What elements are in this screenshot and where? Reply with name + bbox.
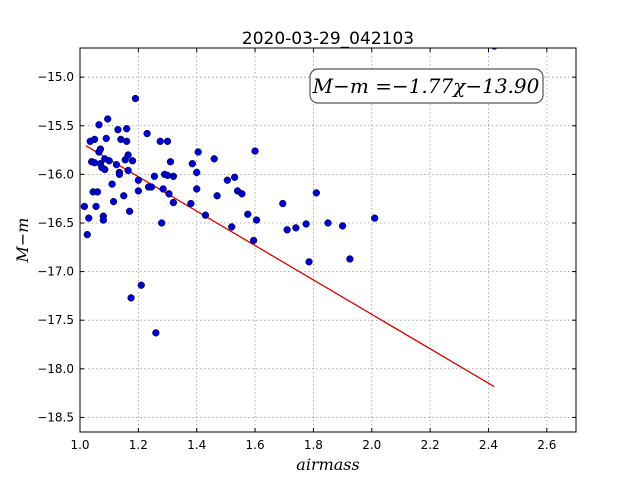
- data-point: [95, 121, 103, 129]
- x-tick-label: 2.6: [537, 438, 556, 452]
- x-tick-label: 2.0: [362, 438, 381, 452]
- data-point: [124, 151, 132, 159]
- data-point: [194, 148, 202, 156]
- data-point: [193, 168, 201, 177]
- y-tick-label: −18.0: [37, 362, 74, 376]
- y-tick-label: −16.0: [37, 167, 74, 181]
- x-tick-label: 1.4: [187, 438, 206, 452]
- plot-frame: [79, 47, 577, 433]
- data-point: [169, 198, 178, 207]
- data-point: [80, 202, 89, 211]
- data-point: [109, 197, 118, 206]
- data-point: [152, 329, 160, 337]
- data-point: [120, 192, 128, 200]
- data-point: [324, 219, 332, 227]
- fit-equation: M−m =−1.77χ−13.90: [312, 74, 540, 98]
- data-point: [283, 226, 291, 234]
- x-tick-label: 1.6: [246, 438, 265, 452]
- data-point: [108, 180, 116, 188]
- y-axis-label: M−m: [13, 218, 32, 264]
- data-point: [131, 94, 140, 103]
- data-point: [244, 210, 252, 218]
- data-point: [92, 202, 100, 211]
- data-point: [166, 158, 175, 166]
- data-point: [147, 183, 156, 191]
- data-point: [302, 220, 310, 228]
- data-point: [158, 219, 166, 227]
- data-point: [96, 145, 105, 153]
- y-tick-label: −16.5: [37, 216, 74, 230]
- data-points: [80, 48, 498, 337]
- data-point: [193, 185, 201, 193]
- data-point: [114, 126, 122, 134]
- axis-ticks: 1.0 1.2 1.4 1.6 1.8 2.0 2.2 2.4 2.6 −15.0 −15.5 −16…: [37, 48, 576, 452]
- data-point: [90, 135, 99, 144]
- data-point: [187, 199, 195, 208]
- data-point: [104, 115, 112, 123]
- data-point: [305, 258, 313, 266]
- x-axis-label: airmass: [296, 455, 359, 474]
- data-point: [210, 155, 218, 163]
- x-tick-label: 2.2: [421, 438, 440, 452]
- data-point: [223, 176, 231, 184]
- data-point: [201, 211, 210, 219]
- data-point: [93, 188, 102, 196]
- data-point: [251, 147, 259, 155]
- data-point: [105, 157, 113, 165]
- x-tick-label: 1.8: [304, 438, 323, 452]
- data-point: [279, 199, 287, 208]
- y-tick-label: −15.0: [37, 70, 74, 84]
- data-point: [143, 129, 151, 138]
- equation-box: [309, 68, 544, 104]
- data-point: [101, 165, 109, 174]
- y-tick-label: −17.5: [37, 313, 74, 327]
- chart-title: 2020-03-29_042103: [242, 29, 414, 49]
- y-tick-label: −17.0: [37, 265, 74, 279]
- data-point: [123, 137, 131, 145]
- y-tick-label: −15.5: [37, 119, 74, 133]
- data-point: [169, 172, 178, 180]
- data-point: [252, 216, 261, 224]
- data-point: [127, 294, 135, 302]
- data-point: [165, 190, 173, 198]
- data-point: [134, 176, 143, 184]
- data-point: [150, 172, 159, 180]
- data-point: [125, 207, 134, 215]
- data-point: [159, 185, 167, 193]
- data-point: [123, 125, 131, 133]
- data-point: [238, 190, 246, 198]
- data-point: [134, 187, 143, 195]
- plot-area: [80, 48, 576, 432]
- data-point: [163, 137, 172, 145]
- data-point: [346, 255, 354, 263]
- data-point: [230, 173, 239, 181]
- x-tick-label: 2.4: [479, 438, 498, 452]
- data-point: [102, 134, 110, 143]
- data-point: [128, 157, 137, 165]
- x-tick-label: 1.2: [129, 438, 148, 452]
- data-point: [85, 214, 93, 222]
- data-point: [124, 166, 132, 175]
- data-point: [156, 137, 164, 145]
- data-point: [115, 170, 124, 179]
- data-point: [188, 160, 196, 168]
- data-point: [312, 189, 320, 197]
- data-point: [228, 223, 236, 231]
- data-point: [83, 231, 91, 239]
- x-tick-label: 1.0: [70, 438, 89, 452]
- y-tick-label: −18.5: [37, 410, 74, 424]
- data-point: [112, 161, 121, 169]
- data-point: [213, 192, 221, 200]
- data-point: [292, 224, 300, 232]
- data-point: [338, 222, 347, 230]
- data-point: [137, 281, 145, 289]
- data-point: [371, 214, 379, 222]
- data-point: [249, 236, 258, 245]
- data-point: [99, 216, 107, 224]
